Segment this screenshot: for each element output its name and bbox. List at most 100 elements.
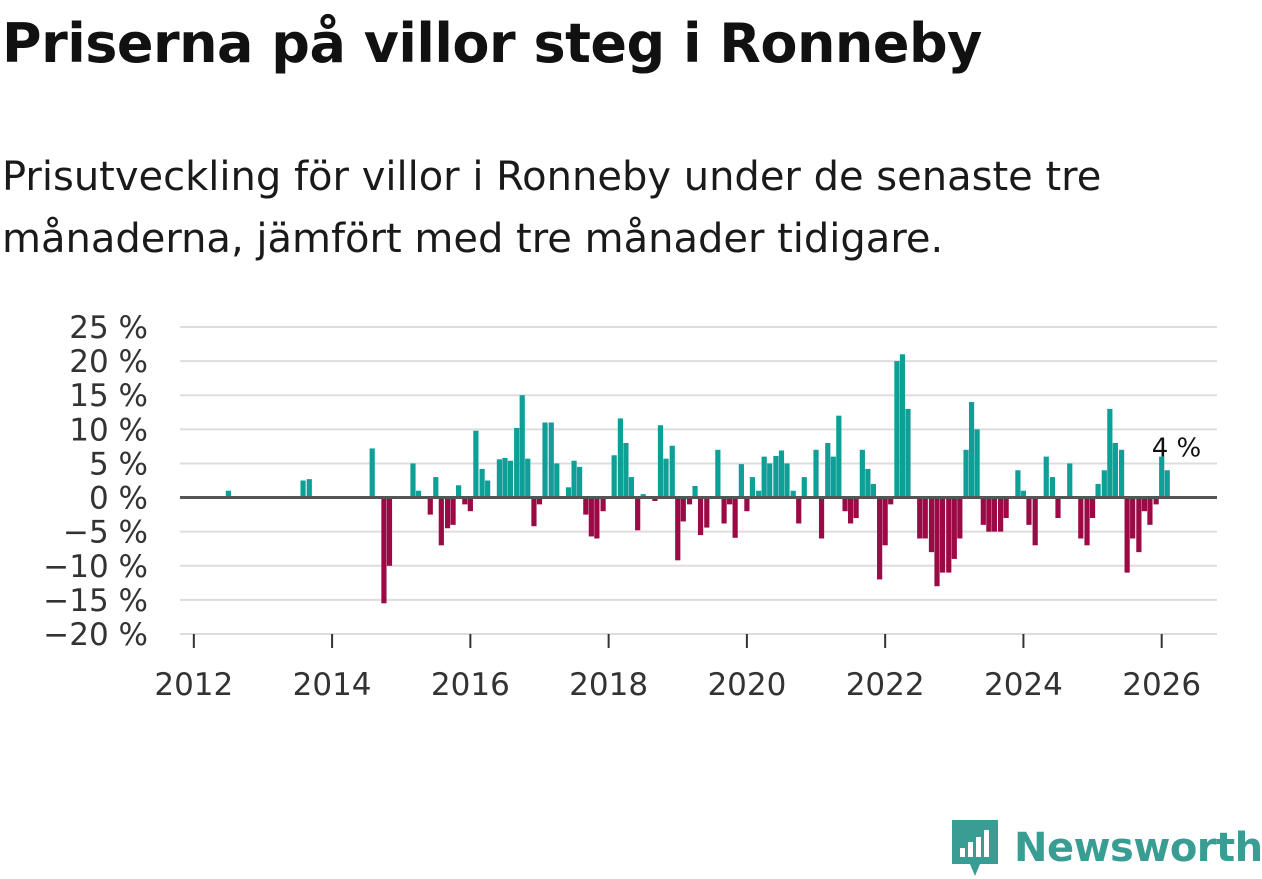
bar [842, 497, 848, 512]
bar [790, 490, 796, 498]
bar [836, 415, 842, 498]
bar [991, 497, 997, 532]
bar [1089, 497, 1096, 519]
bar [473, 430, 479, 498]
bar [623, 442, 629, 498]
bar [427, 497, 433, 515]
bar [801, 477, 807, 498]
bar [1153, 497, 1159, 505]
bar [773, 455, 779, 498]
bar [542, 422, 548, 498]
x-tick-label: 2014 [293, 667, 372, 703]
bar [859, 449, 865, 498]
x-tick-label: 2012 [154, 667, 233, 703]
bar [853, 497, 859, 519]
bar [381, 497, 387, 604]
bar [922, 497, 928, 539]
bar [635, 497, 641, 531]
bar [692, 485, 698, 498]
bar [917, 497, 923, 539]
y-tick-label: −15 % [43, 583, 148, 619]
bar [732, 497, 738, 538]
bar [507, 460, 514, 498]
bar [519, 395, 525, 498]
x-tick-label: 2016 [431, 667, 510, 703]
y-tick-label: −5 % [63, 515, 148, 551]
x-axis: 2012 2014 2016 2018 2020 2022 2024 2026 [154, 634, 1201, 703]
bar [847, 497, 854, 524]
chart-subtitle: Prisutveckling för villor i Ronneby unde… [2, 154, 1102, 262]
bar [652, 497, 658, 501]
brand-name: Newsworthy [1014, 825, 1262, 871]
bar [715, 449, 721, 498]
bar [767, 463, 773, 498]
bar [888, 497, 894, 505]
bar [1124, 497, 1130, 573]
bar [663, 458, 669, 498]
bar [594, 497, 600, 539]
bar [1118, 449, 1125, 498]
bar [756, 490, 762, 498]
bar [1026, 497, 1032, 525]
bar [727, 497, 733, 505]
bar [485, 480, 491, 498]
bar [628, 477, 635, 498]
bar [957, 497, 963, 539]
bar [386, 497, 393, 566]
bar [525, 458, 531, 498]
bar [1020, 490, 1027, 498]
bar [865, 468, 871, 498]
bar [462, 497, 468, 505]
x-tick-label: 2018 [569, 667, 648, 703]
bar [825, 442, 831, 498]
bar [502, 457, 508, 498]
bar [946, 497, 952, 573]
bar [300, 480, 306, 498]
bar [657, 425, 664, 498]
bar [1112, 442, 1118, 498]
bar [704, 497, 710, 528]
bar [1003, 497, 1009, 519]
bar [980, 497, 986, 525]
newsworthy-logo: Newsworthy [950, 818, 1262, 878]
y-tick-label: 25 % [69, 310, 148, 346]
bar [536, 497, 543, 505]
bar [1147, 497, 1153, 525]
bar [467, 497, 473, 512]
bar [738, 464, 744, 498]
gridlines [180, 326, 1217, 635]
bar [784, 463, 790, 498]
bar-chart: 25 %20 %15 %10 %5 %0 %−5 %−10 %−15 %−20 … [43, 310, 1217, 703]
bar [877, 497, 883, 580]
chart-title: Priserna på villor steg i Ronneby [2, 12, 982, 75]
bar [415, 490, 422, 498]
bar [778, 450, 785, 498]
bar [600, 497, 606, 512]
bar [680, 497, 686, 522]
bar [306, 479, 312, 498]
bar [565, 487, 572, 498]
bar [686, 497, 693, 505]
y-axis-ticks: 25 %20 %15 %10 %5 %0 %−5 %−10 %−15 %−20 … [43, 310, 148, 653]
bar [1107, 408, 1113, 498]
latest-value-label: 4 % [1152, 433, 1202, 463]
bar [1078, 497, 1084, 539]
bar [576, 466, 583, 498]
y-tick-label: 10 % [69, 412, 148, 448]
bar [438, 497, 444, 546]
bar [1159, 456, 1165, 498]
bar [1043, 456, 1049, 498]
bar [410, 463, 416, 498]
bar [369, 448, 375, 498]
bar [514, 427, 520, 498]
bar [583, 497, 589, 515]
bar [1130, 497, 1136, 539]
bar [744, 497, 750, 512]
bar [1164, 470, 1170, 498]
bar [939, 497, 946, 573]
bar [479, 468, 485, 498]
bar [761, 456, 767, 498]
bar [899, 354, 906, 498]
y-tick-label: −10 % [43, 549, 148, 585]
bar [813, 449, 819, 498]
